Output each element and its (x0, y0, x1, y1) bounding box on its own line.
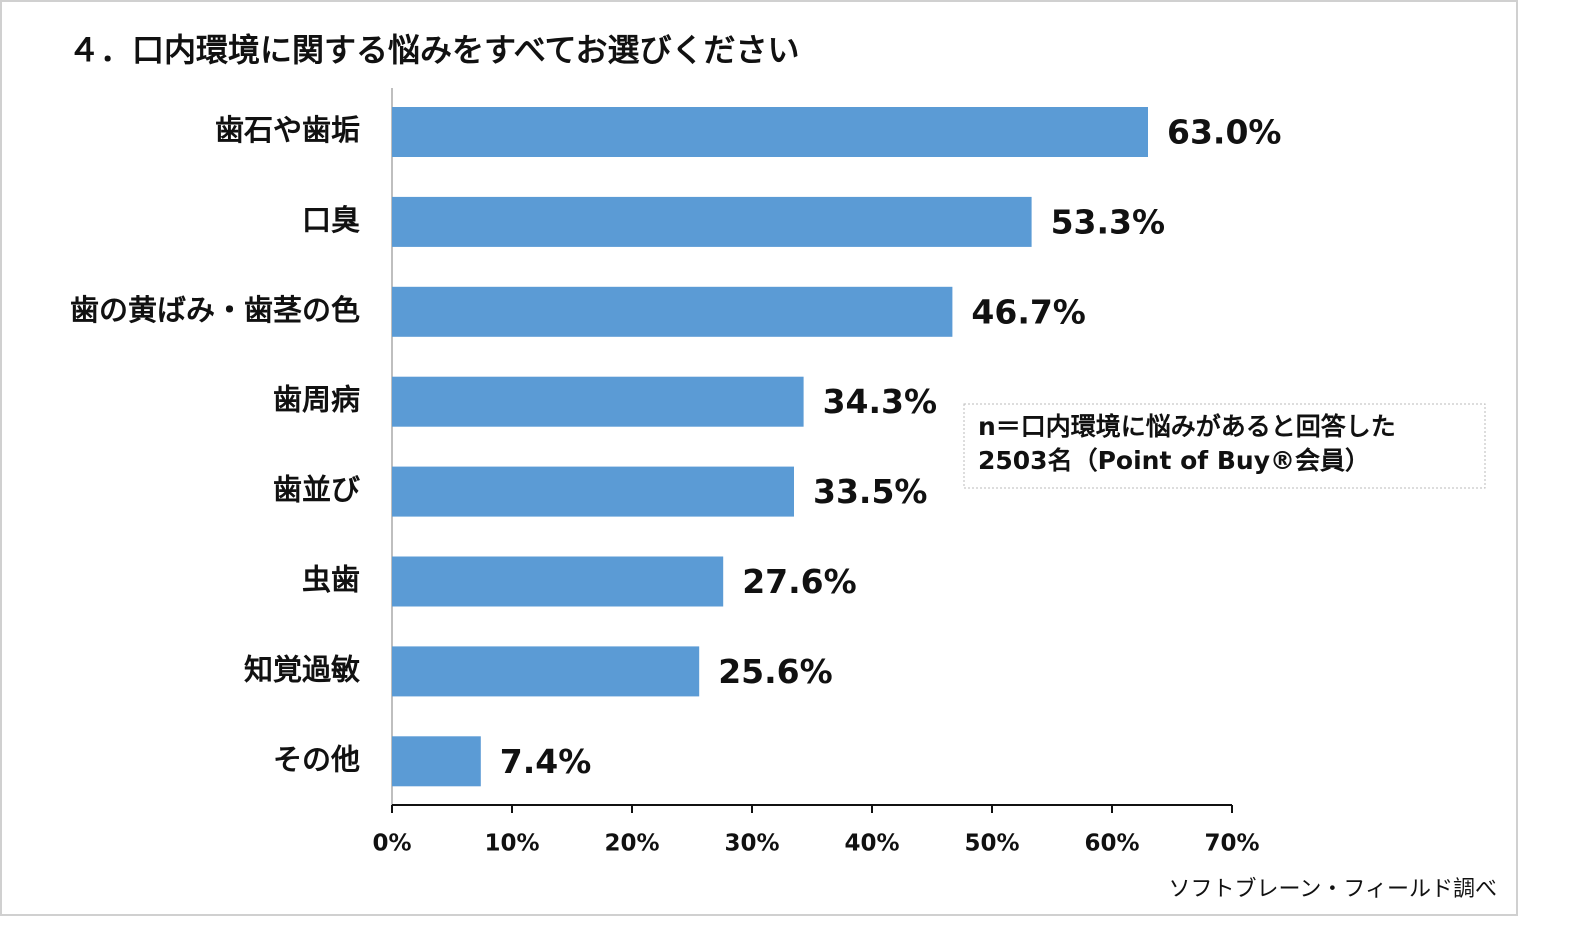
y-tick-label: 知覚過敏 (244, 652, 360, 686)
bar (392, 376, 804, 427)
x-tick-label: 50% (964, 831, 1019, 857)
y-tick-label: 口臭 (302, 203, 360, 237)
value-label: 33.5% (813, 472, 928, 511)
value-label: 34.3% (823, 382, 938, 421)
value-label: 27.6% (742, 562, 857, 601)
bar (392, 736, 481, 787)
y-tick-label: 歯周病 (273, 383, 360, 417)
y-tick-label: 歯石や歯垢 (215, 113, 360, 147)
value-label: 25.6% (718, 652, 833, 691)
x-tick-label: 20% (604, 831, 659, 857)
y-tick-label: 歯並び (273, 473, 360, 507)
x-tick-label: 40% (844, 831, 899, 857)
bar (392, 556, 724, 607)
bar (392, 466, 794, 517)
bar (392, 196, 1032, 247)
value-label: 63.0% (1167, 113, 1282, 152)
value-label: 46.7% (971, 292, 1086, 331)
source: ソフトブレーン・フィールド調べ (1169, 877, 1497, 902)
y-tick-label: 虫歯 (302, 563, 360, 597)
note-line: n＝口内環境に悩みがあると回答した (978, 412, 1396, 441)
chart-title: ４．口内環境に関する悩みをすべてお選びください (68, 31, 800, 69)
x-tick-label: 60% (1084, 831, 1139, 857)
x-tick-label: 10% (484, 831, 539, 857)
y-tick-label: 歯の黄ばみ・歯茎の色 (70, 293, 360, 327)
value-label: 7.4% (500, 742, 592, 781)
note-box (963, 403, 1486, 489)
y-tick-label: その他 (273, 742, 360, 776)
note-line: 2503名（Point of Buy®会員） (978, 446, 1370, 475)
x-tick-label: 30% (724, 831, 779, 857)
bar (392, 646, 700, 697)
bar (392, 107, 1148, 157)
x-tick-label: 70% (1204, 831, 1259, 857)
bar (392, 286, 953, 337)
value-label: 53.3% (1051, 202, 1166, 241)
x-tick-label: 0% (372, 831, 411, 857)
